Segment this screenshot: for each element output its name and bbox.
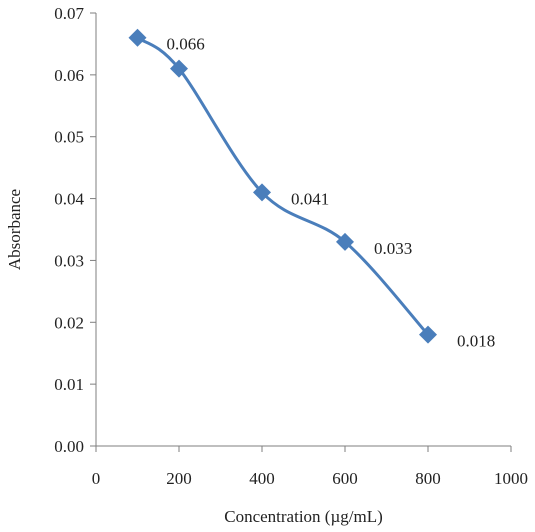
series-line xyxy=(136,36,430,336)
y-tick-label: 0.02 xyxy=(54,313,84,332)
data-point-marker xyxy=(128,28,147,47)
y-axis-title: Absorbance xyxy=(5,189,24,270)
data-label: 0.041 xyxy=(291,189,329,208)
data-markers xyxy=(128,28,437,344)
y-tick-label: 0.07 xyxy=(54,4,84,23)
data-point-marker xyxy=(419,325,437,344)
y-tick-label: 0.06 xyxy=(54,66,84,85)
y-tick-label: 0.04 xyxy=(54,190,84,209)
data-point-marker xyxy=(170,59,188,78)
x-tick-label: 800 xyxy=(415,469,441,488)
data-label: 0.018 xyxy=(457,332,495,351)
x-tick-label: 200 xyxy=(166,469,192,488)
y-tick-label: 0.03 xyxy=(54,251,84,270)
y-tick-label: 0.01 xyxy=(54,375,84,394)
y-axis-ticks: 0.00 0.01 0.02 0.03 0.04 0.05 0.06 0.07 xyxy=(54,4,96,456)
x-axis-title: Concentration (µg/mL) xyxy=(224,507,383,526)
data-point-marker xyxy=(253,183,271,202)
y-tick-label: 0.05 xyxy=(54,128,84,147)
x-tick-label: 600 xyxy=(332,469,358,488)
data-label: 0.066 xyxy=(167,35,205,54)
data-label: 0.033 xyxy=(374,239,412,258)
data-labels: 0.066 0.041 0.033 0.018 xyxy=(167,35,496,351)
x-tick-label: 400 xyxy=(249,469,275,488)
y-tick-label: 0.00 xyxy=(54,437,84,456)
axes xyxy=(95,13,511,447)
x-tick-label: 0 xyxy=(92,469,101,488)
x-axis-ticks: 0 200 400 600 800 1000 xyxy=(92,446,528,488)
data-point-marker xyxy=(336,232,354,251)
x-tick-label: 1000 xyxy=(494,469,528,488)
